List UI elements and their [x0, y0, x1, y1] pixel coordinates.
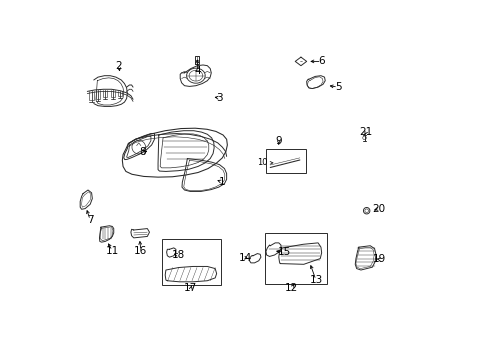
Text: 8: 8: [139, 148, 145, 157]
Text: 2: 2: [115, 61, 122, 71]
Text: 20: 20: [371, 203, 385, 213]
Text: 13: 13: [309, 275, 322, 285]
Text: 3: 3: [216, 93, 223, 103]
Bar: [162, 239, 221, 285]
Text: 18: 18: [171, 250, 184, 260]
Text: 6: 6: [318, 57, 325, 66]
Text: 19: 19: [372, 254, 386, 264]
Bar: [264, 233, 326, 284]
Bar: [265, 149, 305, 173]
Text: 16: 16: [134, 246, 147, 256]
Text: 9: 9: [275, 136, 282, 147]
Text: 11: 11: [105, 246, 119, 256]
Text: 12: 12: [285, 283, 298, 293]
Text: 5: 5: [334, 82, 341, 92]
Text: 1: 1: [218, 177, 224, 187]
Text: 17: 17: [184, 283, 197, 293]
Text: 10: 10: [256, 158, 267, 167]
Text: 4: 4: [194, 66, 200, 76]
Text: 15: 15: [277, 247, 290, 257]
Text: 21: 21: [359, 127, 372, 137]
Text: 7: 7: [87, 215, 93, 225]
Text: 14: 14: [238, 253, 251, 263]
